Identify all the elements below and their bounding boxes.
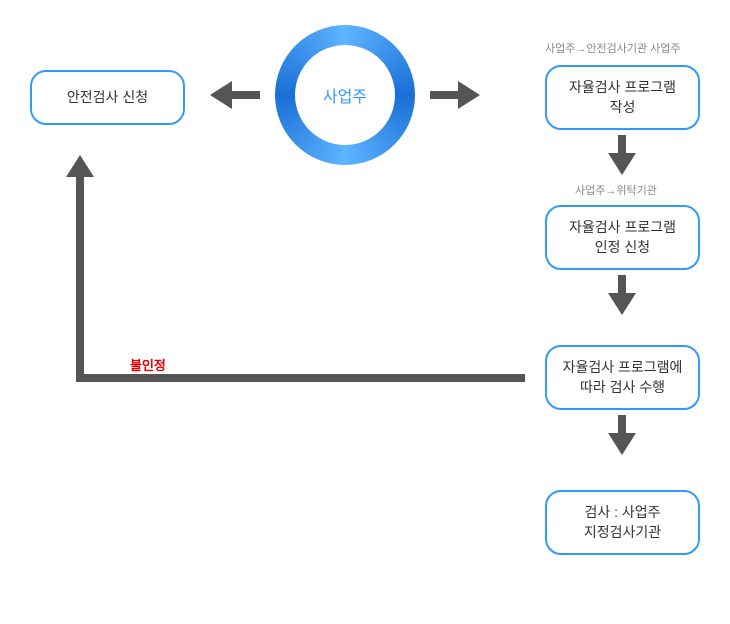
flow-arrows bbox=[0, 0, 730, 624]
